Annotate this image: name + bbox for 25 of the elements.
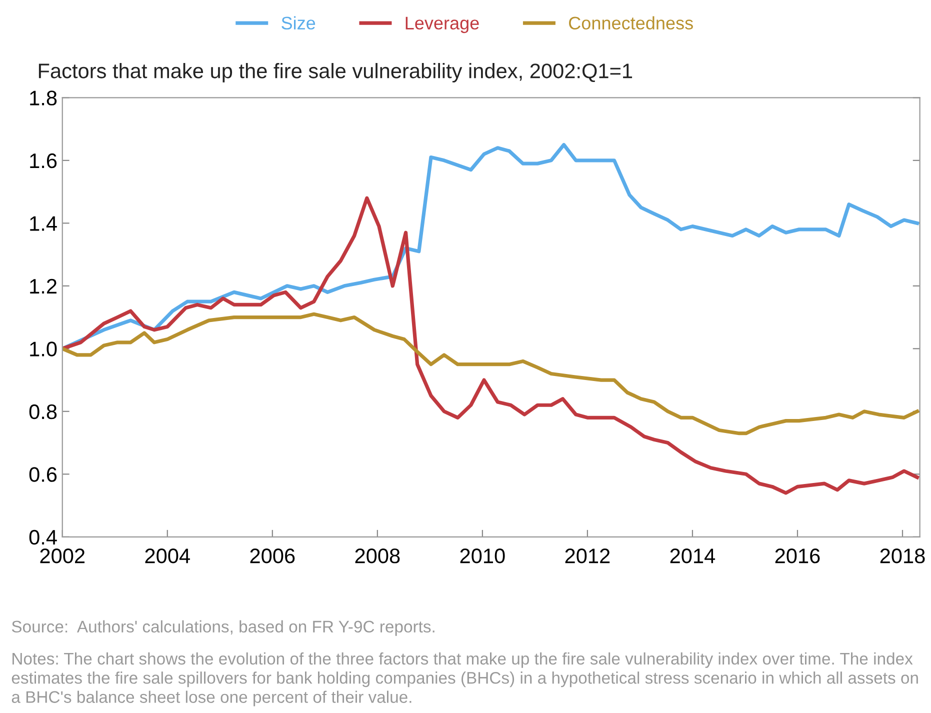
y-tick-label: 1.4 xyxy=(30,216,57,231)
legend-label: Leverage xyxy=(406,16,479,34)
y-tick-label: 0.6 xyxy=(29,467,57,482)
y-tick-label: 1.0 xyxy=(30,342,57,356)
source-note: Source: Authors' calculations, based on FR Y-9C reports. xyxy=(12,620,434,636)
x-tick-label: 2008 xyxy=(355,548,400,564)
line-series xyxy=(62,196,920,495)
x-tick-label: 2016 xyxy=(775,548,820,564)
x-tick-label: 2014 xyxy=(670,548,716,564)
text: Notes: The chart shows the evolution of the three factors that make up the fire sale vulnerability index over time. The index estimates the fire sale spillovers for bank holding companies (BHCs) in a hypothetical stress scenario in which all assets on a BHC's balance sheet lose one percent of their value. xyxy=(12,652,918,706)
y-tick-label: 0.8 xyxy=(29,404,57,420)
y-tick-label: 1.2 xyxy=(30,278,56,294)
y-tick-label: 1.8 xyxy=(30,90,57,106)
legend-label: Connectedness xyxy=(569,16,693,30)
legend-label: Size xyxy=(282,16,316,30)
y-tick-label: 1.6 xyxy=(30,153,57,168)
y-tick-label: 0.4 xyxy=(29,530,57,545)
x-tick-label: 2012 xyxy=(565,548,610,564)
x-tick-label: 2010 xyxy=(460,548,505,564)
chart-title: Factors that make up the fire sale vulnerability index, 2002:Q1=1 xyxy=(38,63,632,82)
x-tick-label: 2006 xyxy=(250,548,295,564)
x-tick-label: 2004 xyxy=(145,548,190,564)
line-series xyxy=(62,312,920,436)
x-tick-label: 2002 xyxy=(40,548,85,564)
x-tick-label: 2018 xyxy=(880,548,925,564)
